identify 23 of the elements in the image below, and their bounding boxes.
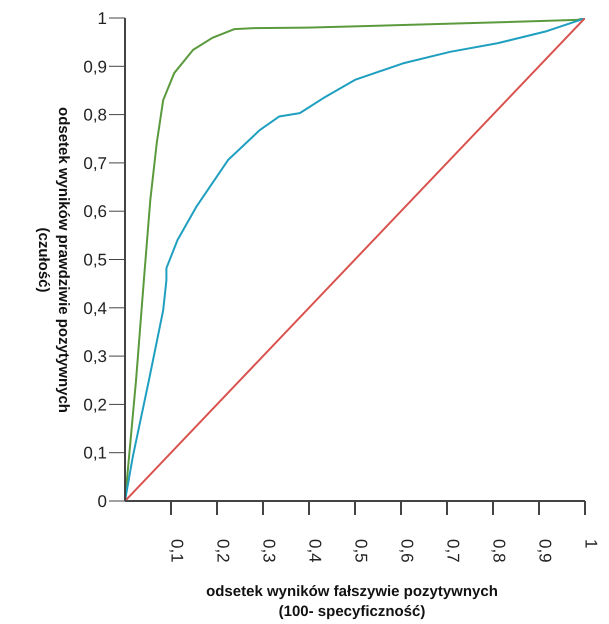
y-tick-label: 0,8 xyxy=(83,106,107,125)
y-tick-label: 0,5 xyxy=(83,250,107,270)
y-tick-label: 0 xyxy=(98,492,107,512)
y-tick-label: 0,6 xyxy=(83,202,107,222)
x-tick-label: 1 xyxy=(582,539,600,548)
y-tick-label: 0,3 xyxy=(83,347,107,366)
y-tick-label: 0,7 xyxy=(83,154,107,173)
y-tick-label: 0,4 xyxy=(83,298,107,318)
x-tick-label: 0,2 xyxy=(214,539,232,563)
x-tick-label: 0,4 xyxy=(306,539,324,563)
x-tick-label: 0,8 xyxy=(490,539,508,563)
x-tick-label: 0,1 xyxy=(168,539,186,563)
y-tick-label: 0,9 xyxy=(83,57,107,76)
y-tick-label: 0,1 xyxy=(83,444,107,463)
x-tick-label: 0,7 xyxy=(444,539,462,563)
x-tick-label: 0,3 xyxy=(260,539,278,563)
x-axis-title: odsetek wyników fałszywie pozytywnych (100- specyficzność) xyxy=(206,583,498,620)
x-tick-label: 0,5 xyxy=(352,539,370,563)
x-tick-label: 0,9 xyxy=(536,539,554,563)
x-tick-label: 0,6 xyxy=(398,539,416,563)
y-axis-title: odsetek wyników prawdziwie pozytywnych (czułość) xyxy=(35,107,72,413)
y-tick-label: 1 xyxy=(98,9,107,28)
y-tick-label: 0,2 xyxy=(83,395,107,414)
